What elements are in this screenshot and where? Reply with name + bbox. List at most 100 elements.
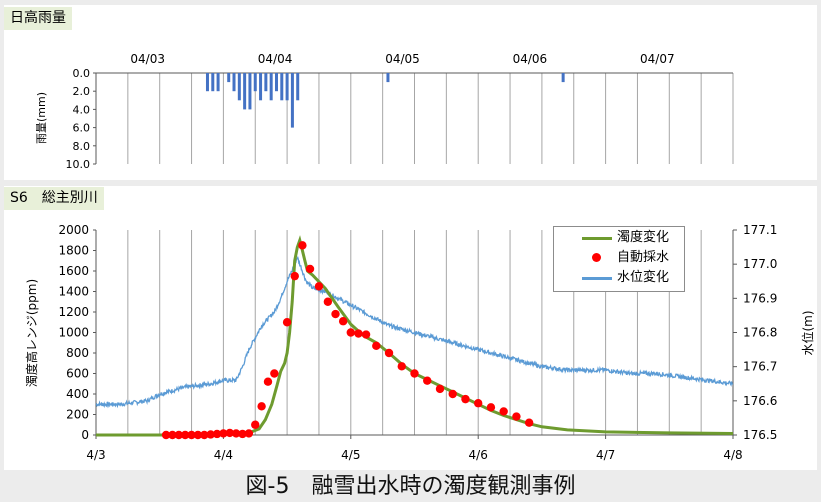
- sampling-point: [206, 430, 215, 439]
- sampling-point: [338, 317, 348, 326]
- sampling-point: [524, 418, 534, 427]
- left-y-tick-label: 200: [66, 408, 89, 422]
- legend-item-sampling: 自動採水: [554, 248, 684, 268]
- right-y-tick-label: 176.5: [743, 428, 777, 442]
- rainfall-y-tick-label: 0.0: [73, 67, 91, 80]
- legend-line-swatch: [582, 277, 612, 280]
- left-y-tick-label: 400: [66, 387, 89, 401]
- legend-dot-swatch: [592, 253, 601, 262]
- rainfall-y-tick-label: 4.0: [73, 103, 91, 116]
- sampling-point: [410, 369, 419, 378]
- right-y-tick-label: 177.0: [743, 257, 777, 271]
- rainfall-bar: [386, 73, 390, 83]
- sampling-point: [423, 376, 432, 385]
- sampling-point: [361, 330, 371, 339]
- sampling-point: [263, 377, 273, 386]
- rainfall-bar: [232, 73, 236, 92]
- legend-label: 水位変化: [617, 270, 670, 285]
- rainfall-y-tick-label: 10.0: [66, 158, 91, 171]
- rainfall-bar: [561, 73, 565, 83]
- rainfall-bar: [227, 73, 231, 83]
- right-y-axis-title: 水位(m): [800, 310, 815, 355]
- legend-item-water-level: 水位変化: [554, 268, 684, 288]
- left-y-tick-label: 1200: [58, 305, 89, 319]
- rainfall-panel: [4, 5, 817, 180]
- sampling-point: [244, 429, 254, 438]
- rainfall-bar: [269, 73, 273, 101]
- sampling-point: [331, 309, 340, 319]
- rainfall-bar: [237, 73, 241, 101]
- sampling-point: [461, 394, 470, 404]
- sampling-point: [282, 318, 292, 327]
- legend-label: 自動採水: [617, 250, 670, 265]
- sampling-point: [231, 429, 241, 438]
- sampling-point: [346, 328, 355, 337]
- sampling-point: [435, 384, 445, 394]
- sampling-point: [448, 389, 457, 399]
- rainfall-y-axis-title: 雨量(mm): [35, 92, 48, 144]
- rainfall-date-label: 04/04: [258, 52, 293, 66]
- rainfall-panel-title: 日高雨量: [4, 7, 72, 30]
- chart-legend: 濁度変化 自動採水 水位変化: [553, 226, 685, 292]
- sampling-point: [161, 430, 171, 440]
- x-tick-label: 4/6: [469, 448, 488, 462]
- sampling-point: [174, 430, 184, 440]
- rainfall-y-tick-label: 2.0: [73, 85, 91, 98]
- x-tick-label: 4/7: [596, 448, 615, 462]
- left-y-tick-label: 1800: [58, 244, 89, 258]
- rainfall-bar: [216, 73, 220, 92]
- sampling-point: [168, 430, 177, 440]
- rainfall-bar: [205, 73, 209, 92]
- sampling-point: [372, 341, 381, 351]
- left-y-axis-title: 濁度高レンジ(ppm): [24, 279, 39, 387]
- rainfall-date-label: 04/05: [385, 52, 420, 66]
- sampling-point: [512, 412, 521, 421]
- rainfall-y-tick-label: 8.0: [73, 140, 91, 153]
- rainfall-bar: [285, 73, 289, 101]
- left-y-tick-label: 2000: [58, 223, 89, 237]
- sampling-point: [354, 329, 363, 338]
- sampling-point: [397, 362, 406, 371]
- left-y-tick-label: 800: [66, 346, 89, 360]
- x-tick-label: 4/4: [214, 448, 233, 462]
- x-tick-label: 4/5: [341, 448, 360, 462]
- sampling-point: [314, 282, 324, 291]
- right-y-tick-label: 177.1: [743, 223, 777, 237]
- rainfall-bar: [290, 73, 294, 128]
- left-y-tick-label: 1400: [58, 285, 89, 299]
- legend-item-turbidity: 濁度変化: [554, 228, 684, 248]
- left-y-tick-label: 1000: [58, 326, 89, 340]
- sampling-point: [499, 407, 508, 416]
- sampling-point: [486, 403, 496, 412]
- sampling-point: [298, 241, 307, 250]
- right-y-tick-label: 176.8: [743, 326, 777, 340]
- rainfall-bar: [296, 73, 300, 101]
- series-line-water-level: [95, 255, 734, 409]
- rainfall-bar: [243, 73, 247, 110]
- rainfall-bar: [259, 73, 263, 101]
- rainfall-bar: [264, 73, 268, 92]
- rainfall-bar: [211, 73, 215, 92]
- rainfall-bar: [274, 73, 278, 92]
- legend-label: 濁度変化: [617, 230, 670, 245]
- sampling-point: [193, 430, 203, 440]
- left-y-tick-label: 0: [81, 428, 89, 442]
- figure-caption: 図-5 融雪出水時の濁度観測事例: [245, 474, 576, 499]
- sampling-point: [270, 369, 279, 378]
- x-tick-label: 4/8: [723, 448, 742, 462]
- right-y-tick-label: 176.6: [743, 394, 777, 408]
- turbidity-panel-title: S6 総主別川: [4, 187, 104, 210]
- sampling-point: [290, 271, 299, 281]
- sampling-point: [180, 430, 190, 440]
- left-y-tick-label: 600: [66, 367, 89, 381]
- left-y-tick-label: 1600: [58, 264, 89, 278]
- sampling-point: [212, 429, 222, 439]
- sampling-point: [238, 429, 247, 439]
- x-tick-label: 4/3: [86, 448, 105, 462]
- rainfall-date-label: 04/03: [130, 52, 165, 66]
- rainfall-bar: [280, 73, 284, 101]
- sampling-point: [251, 420, 260, 429]
- sampling-point: [384, 348, 394, 358]
- rainfall-y-tick-label: 6.0: [73, 122, 91, 135]
